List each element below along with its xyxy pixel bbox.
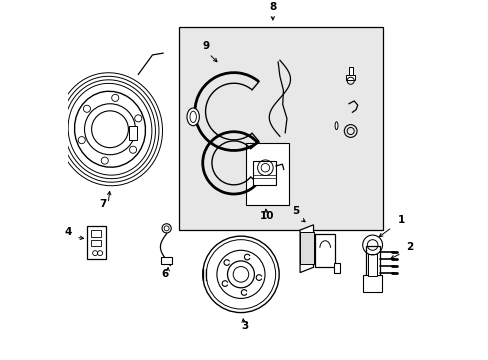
Bar bbox=[129, 126, 136, 140]
Bar bbox=[333, 263, 340, 273]
Text: 5: 5 bbox=[292, 206, 299, 216]
Text: 7: 7 bbox=[99, 199, 106, 209]
Text: 6: 6 bbox=[161, 269, 168, 279]
Text: 8: 8 bbox=[268, 1, 276, 12]
Bar bbox=[300, 232, 313, 264]
Bar bbox=[367, 254, 376, 276]
Text: 2: 2 bbox=[406, 242, 412, 252]
Bar bbox=[161, 257, 172, 264]
Ellipse shape bbox=[74, 91, 145, 167]
Text: 3: 3 bbox=[241, 321, 247, 331]
Bar bbox=[246, 143, 288, 205]
Text: 10: 10 bbox=[260, 211, 274, 221]
Bar bbox=[365, 246, 379, 276]
Text: 9: 9 bbox=[203, 41, 209, 50]
Text: 1: 1 bbox=[397, 215, 404, 225]
Bar bbox=[91, 240, 101, 246]
Bar bbox=[346, 76, 354, 80]
Ellipse shape bbox=[190, 111, 196, 122]
Bar bbox=[348, 67, 352, 76]
Bar bbox=[362, 275, 382, 292]
Bar bbox=[87, 226, 105, 259]
Ellipse shape bbox=[186, 108, 199, 126]
Bar bbox=[179, 27, 382, 230]
Bar bbox=[252, 161, 275, 185]
Text: 4: 4 bbox=[64, 228, 72, 238]
Bar bbox=[91, 230, 101, 237]
Bar bbox=[315, 234, 334, 267]
Ellipse shape bbox=[334, 122, 337, 130]
Polygon shape bbox=[300, 225, 313, 273]
